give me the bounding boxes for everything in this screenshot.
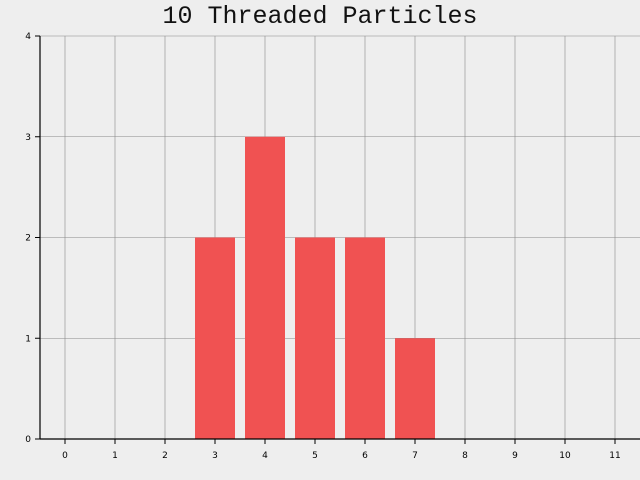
y-tick-label: 1 xyxy=(25,334,31,344)
y-tick-label: 4 xyxy=(25,32,31,42)
y-tick-label: 0 xyxy=(25,435,31,445)
x-tick-label: 10 xyxy=(559,451,571,461)
tick-labels: 0 1 2 3 4 5 6 7 8 9 10 11 0 1 2 3 4 xyxy=(25,32,620,461)
bar-4 xyxy=(245,136,285,439)
bar-3 xyxy=(195,237,235,439)
x-tick-label: 3 xyxy=(212,451,218,461)
bar-5 xyxy=(295,237,335,439)
x-tick-label: 8 xyxy=(462,451,468,461)
bars xyxy=(195,136,435,439)
x-tick-label: 7 xyxy=(412,451,418,461)
x-tick-label: 4 xyxy=(262,451,268,461)
grid-lines xyxy=(40,35,640,440)
x-tick-label: 11 xyxy=(609,451,620,461)
x-tick-label: 9 xyxy=(512,451,518,461)
axes xyxy=(35,35,640,444)
y-tick-label: 3 xyxy=(25,133,31,143)
chart-title: 10 Threaded Particles xyxy=(162,2,478,31)
x-tick-label: 0 xyxy=(62,451,68,461)
x-tick-label: 6 xyxy=(362,451,368,461)
bar-7 xyxy=(395,338,435,439)
bar-6 xyxy=(345,237,385,439)
x-tick-label: 5 xyxy=(312,451,318,461)
x-tick-label: 1 xyxy=(112,451,118,461)
x-tick-label: 2 xyxy=(162,451,168,461)
y-tick-label: 2 xyxy=(25,234,31,244)
